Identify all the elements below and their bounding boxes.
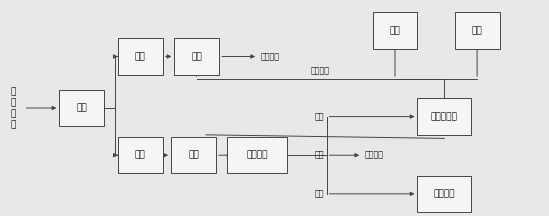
Text: 供暖: 供暖 <box>390 26 400 35</box>
Text: 蒸汽蓄热器: 蒸汽蓄热器 <box>431 112 458 121</box>
Bar <box>373 13 417 49</box>
Bar <box>118 38 163 75</box>
Text: 不可燃: 不可燃 <box>118 37 132 46</box>
Text: 蒸汽: 蒸汽 <box>314 112 324 121</box>
Text: 消毒: 消毒 <box>192 52 202 61</box>
Text: 无害垃圾: 无害垃圾 <box>365 151 384 160</box>
Text: 分类: 分类 <box>76 103 87 113</box>
Bar <box>227 137 287 173</box>
Bar <box>174 38 219 75</box>
Text: 无害垃圾: 无害垃圾 <box>261 52 280 61</box>
Text: 废渣: 废渣 <box>314 151 324 160</box>
Text: 粉碎: 粉碎 <box>135 52 145 61</box>
Text: 高温蒸汽: 高温蒸汽 <box>311 66 330 75</box>
Text: 医
疗
废
物: 医 疗 废 物 <box>10 87 15 129</box>
Text: 废气: 废气 <box>314 189 324 198</box>
Text: 烘干: 烘干 <box>188 151 199 160</box>
Bar <box>417 98 471 135</box>
Bar <box>417 176 471 212</box>
Text: 可燃: 可燃 <box>118 166 127 175</box>
Text: 锅炉焚烧: 锅炉焚烧 <box>246 151 268 160</box>
Bar <box>455 13 500 49</box>
Bar <box>171 137 216 173</box>
Text: 废气处理: 废气处理 <box>434 189 455 198</box>
Text: 消毒: 消毒 <box>472 26 483 35</box>
Text: 粉碎: 粉碎 <box>135 151 145 160</box>
Bar <box>118 137 163 173</box>
Bar <box>59 90 104 126</box>
